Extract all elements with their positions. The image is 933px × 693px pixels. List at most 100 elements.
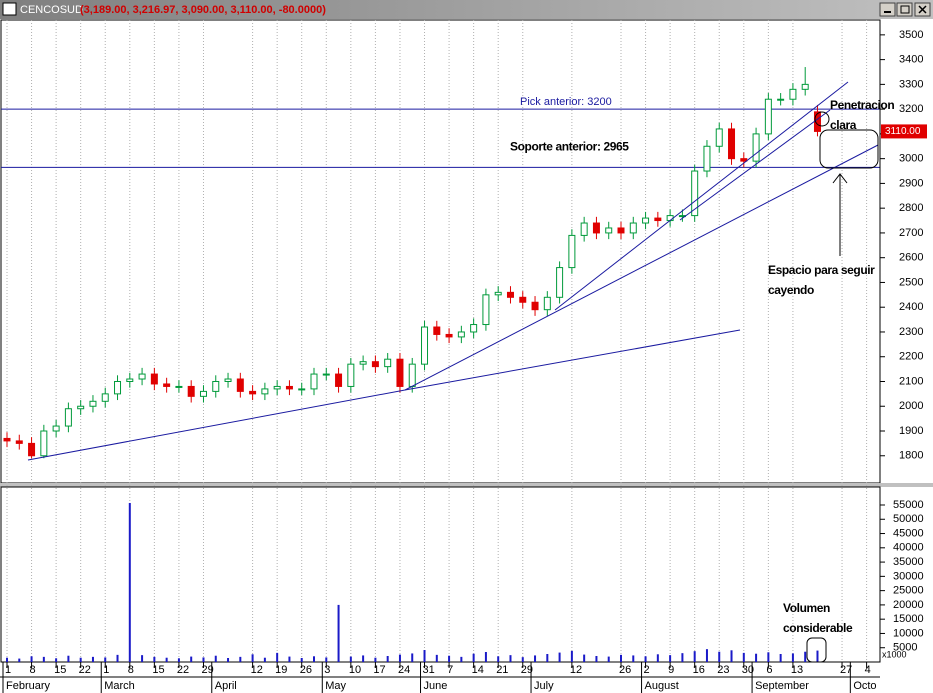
candle-body	[15, 440, 23, 444]
volume-bar	[546, 654, 549, 662]
candle-body	[249, 390, 257, 395]
candle-body	[433, 326, 441, 335]
y-tick-label: 2900	[899, 177, 923, 189]
volume-bar	[362, 655, 365, 662]
x-tick-label: 23	[717, 664, 729, 676]
volume-bar	[6, 657, 8, 662]
annotation: Penetracion	[830, 98, 894, 112]
candle-body	[629, 222, 637, 234]
x-tick-label: 29	[521, 664, 533, 676]
candle-body	[347, 363, 355, 387]
candle-body	[310, 373, 318, 390]
x-tick-label: 17	[373, 664, 385, 676]
x-tick-label: 22	[79, 664, 91, 676]
volume-panel-frame	[0, 486, 881, 663]
x-tick-label: 13	[791, 664, 803, 676]
volume-bar	[202, 657, 205, 662]
candle-body	[77, 405, 85, 410]
candle-body	[568, 234, 576, 269]
month-label: July	[534, 680, 554, 692]
x-tick-label: 3	[324, 664, 330, 676]
candle-body	[335, 373, 343, 387]
volume-bar	[484, 652, 487, 662]
y-tick-label: 35000	[893, 556, 924, 568]
x-tick-label: 9	[668, 664, 674, 676]
candle-body	[777, 98, 785, 101]
candle-body	[457, 331, 465, 338]
candle-body	[384, 358, 392, 368]
volume-bar	[705, 649, 708, 662]
x-tick-label: 16	[693, 664, 705, 676]
candle-body	[224, 378, 232, 382]
y-tick-label: 2000	[899, 400, 923, 412]
volume-bar	[30, 656, 33, 662]
volume-bar	[411, 653, 414, 662]
y-tick-label: 30000	[893, 570, 924, 582]
candle-body	[322, 373, 330, 376]
volume-bar	[263, 657, 266, 662]
x-tick-label: 22	[177, 664, 189, 676]
candle-body	[801, 83, 809, 90]
marks	[3, 67, 821, 662]
volume-bar	[386, 656, 389, 662]
y-tick-label: 40000	[893, 542, 924, 554]
candle-body	[40, 430, 48, 457]
y-tick-label: 2200	[899, 351, 923, 363]
minimize-button[interactable]	[879, 2, 896, 17]
x-tick-label: 12	[251, 664, 263, 676]
volume-bar	[398, 654, 401, 662]
volume-bar	[497, 656, 500, 662]
candle-body	[28, 442, 36, 457]
candle-body	[740, 158, 748, 162]
volume-bar	[521, 657, 524, 662]
volume-bar	[693, 651, 696, 662]
window-buttons	[879, 2, 931, 17]
x-tick-label: 15	[54, 664, 66, 676]
candle-body	[752, 133, 760, 162]
volume-bar	[804, 651, 807, 662]
volume-bar	[165, 657, 168, 662]
candle-body	[212, 380, 220, 392]
candle-body	[519, 296, 527, 303]
y-tick-label: 2500	[899, 276, 923, 288]
volume-bar	[558, 652, 561, 662]
x-tick-label: 31	[423, 664, 435, 676]
volume-bar	[570, 650, 573, 662]
y-tick-label: 10000	[893, 627, 924, 639]
candle-body	[285, 385, 293, 390]
chart-title: CENCOSUD	[20, 4, 83, 16]
x-tick-label: 21	[496, 664, 508, 676]
y-tick-label: 3400	[899, 54, 923, 66]
candle-body	[556, 267, 564, 298]
y-tick-label: 2300	[899, 326, 923, 338]
x-tick-label: 1	[5, 664, 11, 676]
candle-body	[728, 128, 736, 160]
trend-lines	[27, 81, 879, 461]
annotation: cayendo	[768, 283, 814, 297]
x-tick-label: 19	[275, 664, 287, 676]
volume-bar	[816, 650, 819, 662]
candle-body	[715, 128, 723, 147]
y-tick-label: 2400	[899, 301, 923, 313]
volume-bar	[607, 656, 610, 662]
volume-bar	[460, 656, 463, 662]
candle-body	[150, 373, 158, 385]
volume-bar	[620, 654, 622, 662]
y-tick-label: 15000	[893, 613, 924, 625]
y-tick-label: 25000	[893, 585, 924, 597]
month-label: March	[104, 680, 135, 692]
unit-label: x1000	[882, 649, 907, 659]
volume-bar	[67, 655, 70, 662]
candle-body	[789, 88, 797, 100]
trend-line	[27, 389, 406, 461]
volume-highlight	[806, 637, 827, 663]
volume-bar	[251, 654, 254, 662]
y-tick-label: 2600	[899, 252, 923, 264]
restore-button[interactable]	[896, 2, 913, 17]
month-label: August	[645, 680, 679, 692]
annotation: Volumen	[783, 601, 830, 615]
candle-body	[64, 408, 72, 427]
